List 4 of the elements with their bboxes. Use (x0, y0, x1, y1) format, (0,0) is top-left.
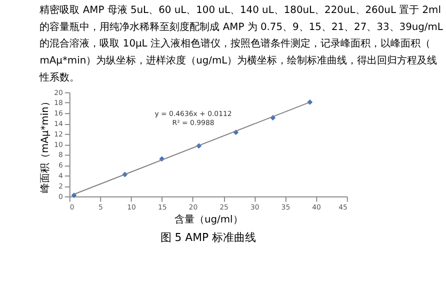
y-axis-title: 峰面积（mAμ*min） (39, 96, 52, 193)
x-axis-title: 含量（ug/ml） (174, 214, 243, 226)
chart-subtitle: 精密吸取 AMP 母液 5uL、60 uL、100 uL、140 uL、180uL、220uL、260uL 置于 2ml 的容量瓶中，用纯净水稀释至刻度配制成 AMP 为 0.75、9、15、21、27、33、39ug/mL 的混合溶液，吸取 10μL 注入液相色谱仪，按照色谱条件测定，记录峰面积，以峰面积（mAμ*min）为纵坐标，进样浓度（ug/mL）为横坐标，绘制标准曲线，得出回归方程及线性系数。 (38, 4, 444, 84)
text: 图 5 AMP 标准曲线 (160, 230, 256, 244)
